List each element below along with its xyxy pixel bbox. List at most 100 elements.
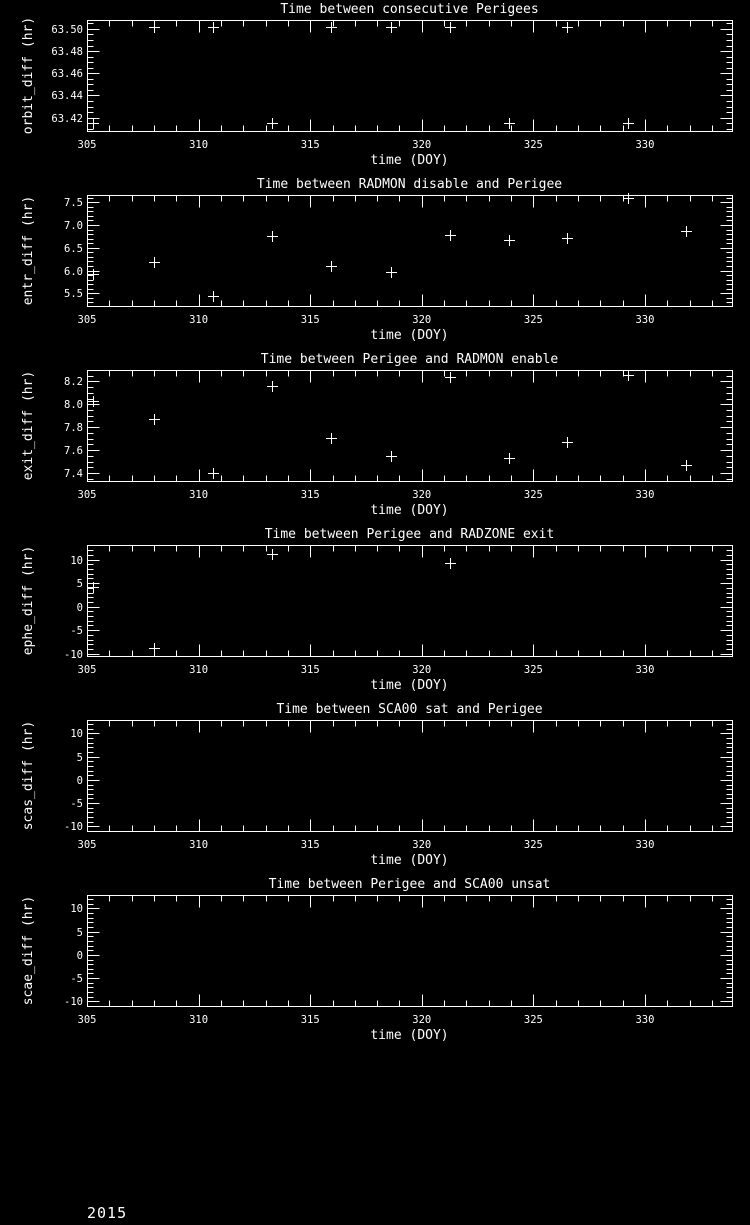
- x-axis-label: time (DOY): [370, 678, 448, 693]
- x-tick-label: 330: [635, 839, 654, 851]
- x-axis-ticks: [87, 195, 713, 307]
- data-point-marker: [326, 22, 337, 33]
- x-axis-ticks: [87, 895, 713, 1007]
- data-points: [88, 22, 634, 129]
- data-point-marker: [88, 269, 99, 280]
- x-tick-labels: 305 310 315 320 325 330: [78, 839, 655, 851]
- y-axis-ticks: [87, 370, 733, 480]
- plot-frame: [87, 720, 733, 832]
- plot-orbit-diff: 305 310 315 320 325 33063.4263.4463.4663.4863…: [21, 2, 733, 168]
- x-tick-label: 330: [635, 314, 654, 326]
- x-tick-label: 305: [78, 314, 97, 326]
- data-point-marker: [149, 643, 160, 654]
- plot-title: Time between SCA00 sat and Perigee: [276, 702, 542, 717]
- x-tick-labels: 305 310 315 320 325 330: [78, 1014, 655, 1026]
- y-tick-labels: 7.4 7.6 7.8 8.0 8.2: [64, 376, 83, 480]
- x-tick-label: 320: [412, 314, 431, 326]
- y-tick-label: -10: [64, 821, 83, 833]
- y-tick-label: 7.4: [64, 468, 83, 480]
- data-point-marker: [149, 22, 160, 33]
- data-point-marker: [208, 291, 219, 302]
- y-tick-labels: -10 -5 0 5 10: [64, 555, 83, 661]
- y-tick-label: 7.0: [64, 220, 83, 232]
- x-axis-ticks: [87, 370, 713, 482]
- data-point-marker: [504, 118, 515, 129]
- y-tick-label: 10: [70, 728, 83, 740]
- x-tick-label: 325: [524, 489, 543, 501]
- data-point-marker: [88, 582, 99, 593]
- x-axis-ticks: [87, 545, 713, 657]
- data-point-marker: [88, 396, 99, 407]
- y-tick-label: 63.48: [51, 46, 83, 58]
- plot-frame: [87, 20, 733, 132]
- y-tick-label: 5: [77, 752, 83, 764]
- plot-title: Time between Perigee and RADZONE exit: [265, 527, 555, 542]
- x-tick-label: 310: [189, 314, 208, 326]
- plot-scae-diff: 305 310 315 320 325 330 -10 -5 0 5 10 Time between …: [21, 877, 733, 1043]
- x-tick-label: 320: [412, 839, 431, 851]
- y-tick-label: 6.0: [64, 266, 83, 278]
- x-tick-label: 325: [524, 664, 543, 676]
- x-tick-label: 305: [78, 839, 97, 851]
- data-point-marker: [681, 460, 692, 471]
- y-tick-labels: -10 -5 0 5 10: [64, 728, 83, 833]
- data-point-marker: [386, 451, 397, 462]
- y-axis-label: ephe_diff (hr): [21, 546, 36, 656]
- y-axis-label: scas_diff (hr): [21, 721, 36, 831]
- x-tick-label: 315: [301, 1014, 320, 1026]
- data-point-marker: [326, 433, 337, 444]
- y-tick-label: -5: [70, 798, 83, 810]
- x-tick-labels: 305 310 315 320 325 330: [78, 489, 655, 501]
- y-tick-label: 63.50: [51, 24, 83, 36]
- data-point-marker: [149, 257, 160, 268]
- plot-title: Time between RADMON disable and Perigee: [257, 177, 562, 192]
- x-tick-label: 305: [78, 489, 97, 501]
- y-tick-label: -10: [64, 649, 83, 661]
- y-tick-label: 0: [77, 950, 83, 962]
- x-tick-label: 325: [524, 1014, 543, 1026]
- footer-year-label: 2015: [87, 1204, 128, 1222]
- plot-title: Time between Perigee and RADMON enable: [261, 352, 559, 367]
- plot-frame: [87, 370, 733, 482]
- data-point-marker: [504, 235, 515, 246]
- y-axis-ticks: [87, 899, 733, 1007]
- data-point-marker: [445, 372, 456, 383]
- plot-frame: [87, 545, 733, 657]
- y-axis-ticks: [87, 198, 733, 303]
- y-tick-label: 63.44: [51, 90, 83, 102]
- x-tick-label: 310: [189, 664, 208, 676]
- x-tick-labels: 305 310 315 320 325 330: [78, 664, 655, 676]
- y-tick-label: 7.5: [64, 197, 83, 209]
- data-point-marker: [386, 22, 397, 33]
- data-point-marker: [504, 453, 515, 464]
- data-point-marker: [208, 22, 219, 33]
- y-tick-label: 7.8: [64, 422, 83, 434]
- x-tick-label: 310: [189, 1014, 208, 1026]
- data-point-marker: [267, 231, 278, 242]
- data-point-marker: [326, 261, 337, 272]
- data-point-marker: [562, 437, 573, 448]
- plot-title: Time between consecutive Perigees: [280, 2, 538, 17]
- data-point-marker: [208, 468, 219, 479]
- data-point-marker: [445, 558, 456, 569]
- data-point-marker: [445, 22, 456, 33]
- data-point-marker: [149, 414, 160, 425]
- y-axis-ticks: [87, 545, 733, 655]
- x-axis-ticks: [87, 20, 713, 132]
- y-tick-label: 8.2: [64, 376, 83, 388]
- x-tick-label: 330: [635, 489, 654, 501]
- y-tick-label: 10: [70, 903, 83, 915]
- data-point-marker: [681, 226, 692, 237]
- data-point-marker: [623, 118, 634, 129]
- y-tick-label: 5: [77, 927, 83, 939]
- x-tick-label: 315: [301, 839, 320, 851]
- x-axis-label: time (DOY): [370, 1028, 448, 1043]
- data-point-marker: [267, 549, 278, 560]
- x-tick-label: 305: [78, 1014, 97, 1026]
- y-tick-label: 5: [77, 578, 83, 590]
- x-tick-label: 330: [635, 664, 654, 676]
- x-tick-label: 330: [635, 1014, 654, 1026]
- x-axis-label: time (DOY): [370, 853, 448, 868]
- x-tick-label: 320: [412, 139, 431, 151]
- plot-entr-diff: 305 310 315 320 325 330 5.5 6.0 6.5 7.0 7.5 Time be…: [21, 177, 733, 343]
